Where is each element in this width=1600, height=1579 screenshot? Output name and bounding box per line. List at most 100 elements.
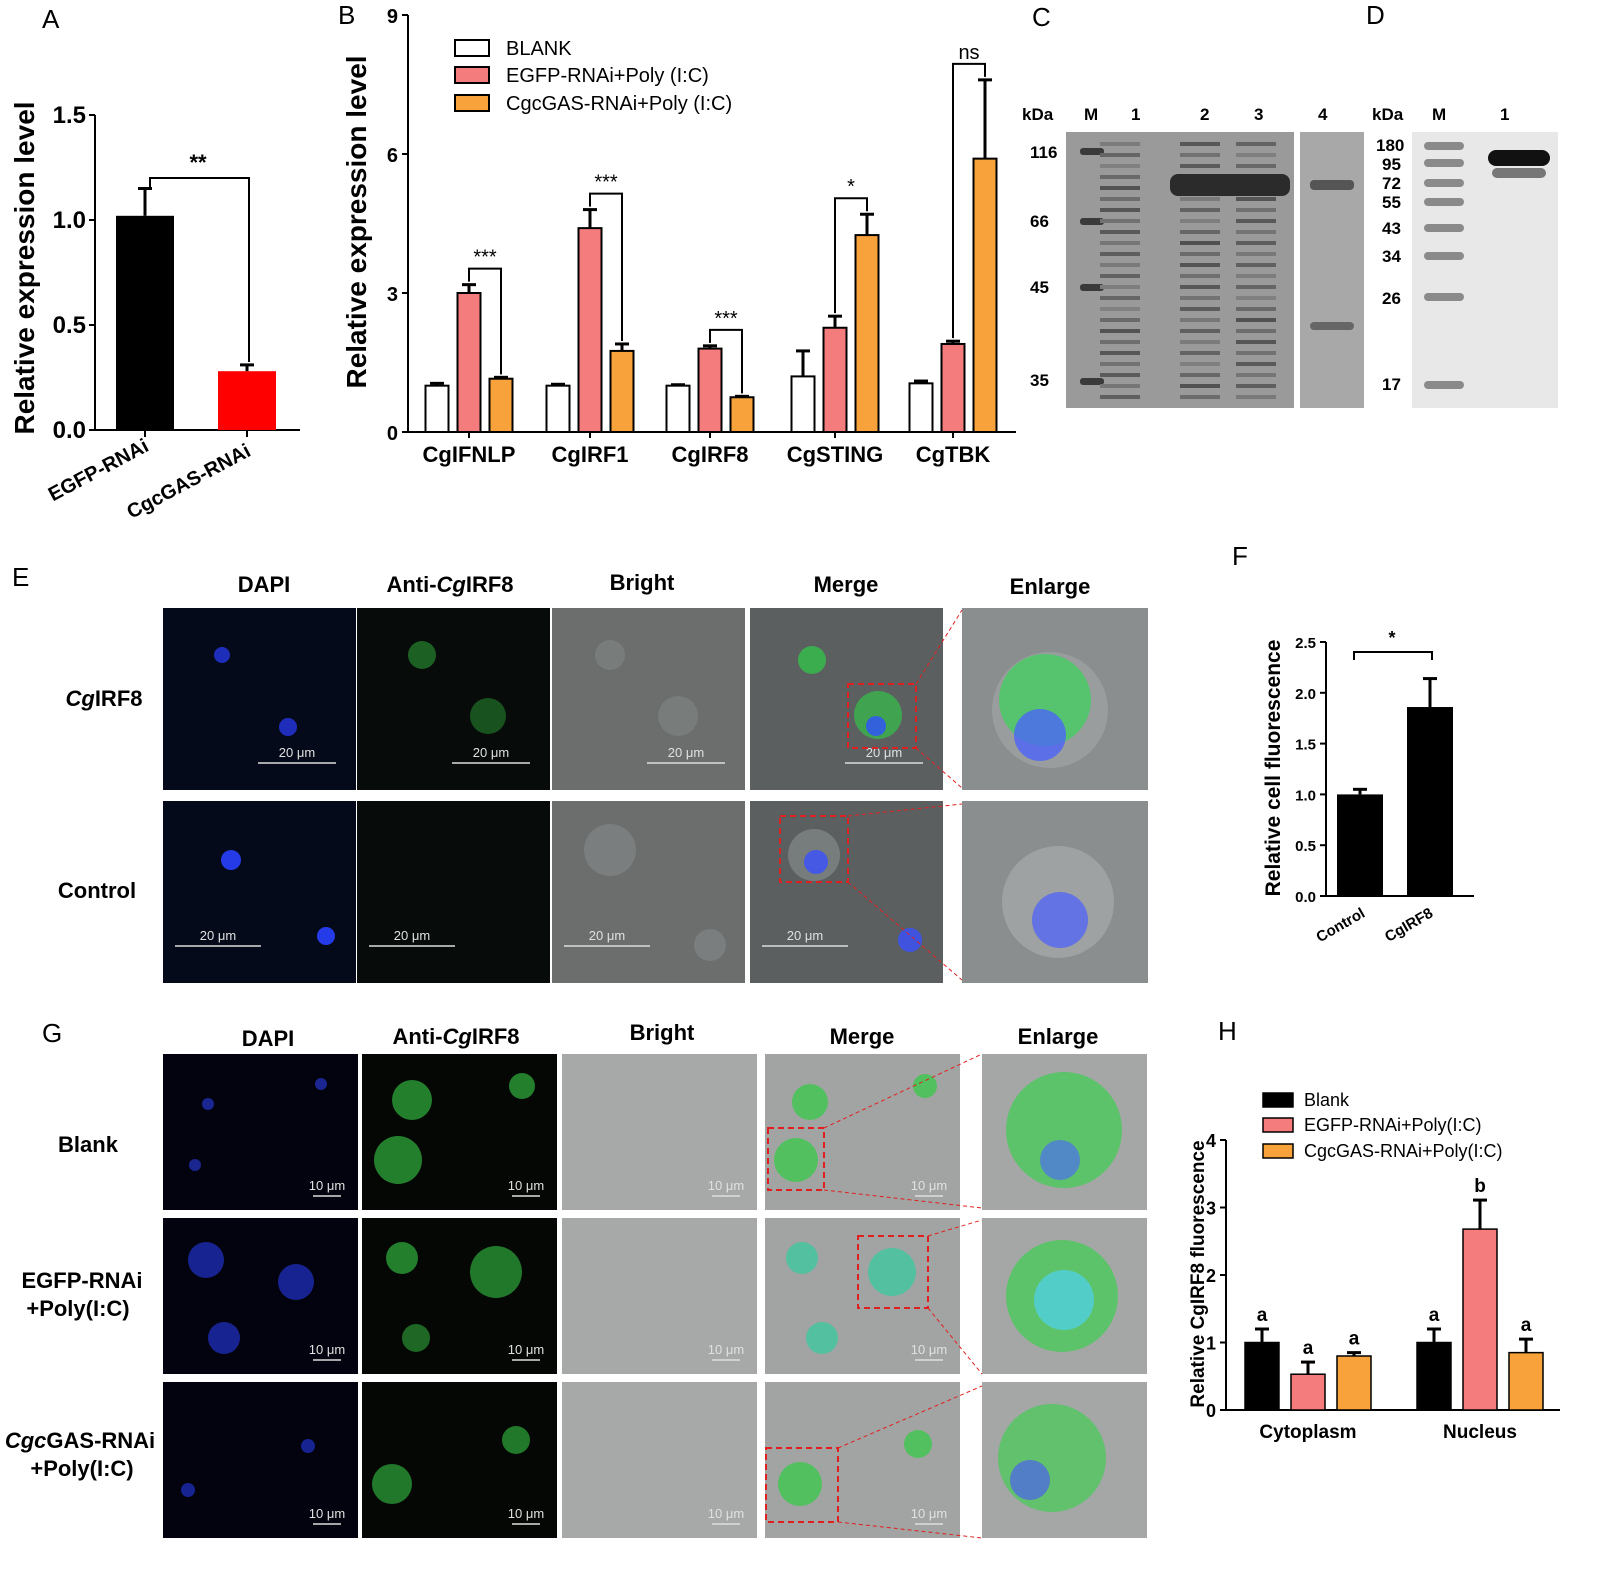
gel-c-lane-band <box>1100 362 1140 366</box>
panel-b-bar <box>854 234 880 433</box>
gel-c-lane-band <box>1180 373 1220 377</box>
blot-d-target-band <box>1488 150 1550 166</box>
gel-c-lane-band <box>1236 351 1276 355</box>
panel-b-bar <box>940 342 966 434</box>
panel-g-scale-bar-label: 10 μm <box>309 1506 345 1521</box>
legend-label-cgcgas: CgcGAS-RNAi+Poly(I:C) <box>1304 1141 1503 1161</box>
legend-swatch-egfp <box>1262 1117 1294 1133</box>
panel-h-chart: Relative CgIRF8 fluorescence Cytoplasm N… <box>1188 1090 1560 1443</box>
gel-c-lane-band <box>1236 208 1276 212</box>
panel-f-ytick: 1.0 <box>1295 787 1316 804</box>
panel-g-cell-signal <box>868 1248 916 1296</box>
panel-g-images: 10 μm 10 μm 10 μm 10 μm 10 μm 10 μm 10 μm 10 μm… <box>163 1053 1147 1539</box>
panel-g-enlarge-nucleus <box>1010 1460 1050 1500</box>
panel-e-zoom-box <box>779 815 849 883</box>
panel-e-col-enlarge: Enlarge <box>1010 574 1091 599</box>
gel-c-lane-band <box>1180 285 1220 289</box>
gel-c-lane-band <box>1236 373 1276 377</box>
gel-c-marker-band <box>1080 148 1104 155</box>
gel-c-lane-band <box>1100 263 1140 267</box>
panel-b-bar <box>424 384 450 433</box>
panel-b-ytick: 9 <box>387 6 398 28</box>
gel-c-expressed-band <box>1170 174 1290 196</box>
panel-g-scale-bar-label: 10 μm <box>309 1342 345 1357</box>
panel-f-chart: Relative cell fluorescence Control CgIRF… <box>1262 628 1474 946</box>
panel-b-bar <box>577 227 603 433</box>
panel-e-scale-bar-label: 20 μm <box>473 745 509 760</box>
panel-g-cell-signal <box>386 1242 418 1274</box>
gel-c-lane-band <box>1180 197 1220 201</box>
gel-c-lane-band <box>1100 208 1140 212</box>
panel-b-bar <box>822 326 848 433</box>
panel-b-significance-bracket <box>952 62 986 339</box>
panel-h-letter: b <box>1474 1176 1486 1197</box>
gel-c-lane-band <box>1180 208 1220 212</box>
panel-a-bar <box>116 215 174 430</box>
gel-c-lane-band <box>1180 219 1220 223</box>
panel-g-nucleus <box>315 1078 327 1090</box>
gel-c-lane-band <box>1180 329 1220 333</box>
gel-c-lane-band <box>1236 307 1276 311</box>
panel-h-bar <box>1290 1373 1326 1411</box>
panel-g-zoom-box <box>767 1127 825 1191</box>
gel-c-lane-band <box>1100 175 1140 179</box>
panel-e-zoom-line <box>915 747 963 789</box>
panel-d-units: kDa <box>1372 105 1404 124</box>
panel-h-ytick: 0 <box>1206 1401 1216 1421</box>
panel-e-scale-bar-label: 20 μm <box>394 928 430 943</box>
gel-c-lane-band <box>1180 384 1220 388</box>
legend-swatch-blank <box>1262 1092 1294 1108</box>
blot-d-marker-band <box>1424 293 1464 301</box>
panel-g-zoom-line <box>927 1307 983 1375</box>
gel-c-lane-band <box>1100 197 1140 201</box>
panel-g-zoom-line <box>837 1385 983 1449</box>
panel-g-zoom-line <box>823 1053 983 1129</box>
gel-c-lane-band <box>1100 395 1140 399</box>
panel-b-significance: *** <box>473 247 497 269</box>
blot-d-marker-band <box>1424 224 1464 232</box>
panel-g-scale-bar-label: 10 μm <box>708 1178 744 1193</box>
panel-b-xtick: CgIFNLP <box>423 442 516 467</box>
panel-f-xtick: Control <box>1313 905 1368 946</box>
panel-e-nucleus <box>279 718 297 736</box>
panel-e-col-bright: Bright <box>610 570 675 595</box>
panel-d-blot: kDa M 1 180 95 72 55 43 34 26 17 <box>1372 105 1558 408</box>
panel-b-bar <box>456 292 482 433</box>
panel-g-scale-bar-label: 10 μm <box>508 1178 544 1193</box>
panel-g-nucleus <box>189 1159 201 1171</box>
panel-h-bar <box>1244 1341 1280 1411</box>
panel-c-marker: 116 <box>1030 143 1057 162</box>
panel-h-bar <box>1508 1351 1544 1411</box>
panel-e-microscopy: DAPI Anti-CgIRF8 Bright Merge Enlarge Cg… <box>58 570 1148 983</box>
gel-c-lane4-band <box>1310 180 1354 190</box>
panel-g-cell-signal <box>806 1322 838 1354</box>
panel-g-row-egfp: EGFP-RNAi <box>22 1268 143 1293</box>
panel-d-marker: 180 <box>1376 136 1404 155</box>
panel-f-xtick: CgIRF8 <box>1382 905 1436 946</box>
legend-label-blank: BLANK <box>506 38 572 60</box>
panel-e-nucleus <box>214 647 230 663</box>
panel-e-nucleus <box>866 716 886 736</box>
panel-letter-b: B <box>338 0 355 30</box>
panel-d-lane: 1 <box>1500 105 1509 124</box>
panel-g-image-dapi <box>163 1382 358 1538</box>
gel-c-lane-band <box>1236 285 1276 289</box>
panel-g-cell-signal <box>778 1462 822 1506</box>
gel-c-lane-band <box>1180 230 1220 234</box>
gel-c-lane-band <box>1180 296 1220 300</box>
panel-g-cell-signal <box>786 1242 818 1274</box>
panel-g-cell-signal <box>792 1084 828 1120</box>
panel-g-scale-bar-label: 10 μm <box>911 1342 947 1357</box>
gel-c-main <box>1066 132 1294 408</box>
panel-d-marker: 72 <box>1382 174 1401 193</box>
panel-b-bar <box>545 384 571 433</box>
panel-e-col-merge: Merge <box>814 572 879 597</box>
panel-g-enlarge-nucleus <box>1034 1270 1094 1330</box>
panel-a-ytick: 0.0 <box>53 417 86 444</box>
gel-c-lane-band <box>1100 142 1140 146</box>
panel-d-marker: 95 <box>1382 155 1401 174</box>
gel-c-lane-band <box>1180 395 1220 399</box>
panel-b-bar <box>488 377 514 434</box>
panel-b-ylabel: Relative expression level <box>341 55 372 388</box>
panel-g-scale-bar-label: 10 μm <box>508 1506 544 1521</box>
